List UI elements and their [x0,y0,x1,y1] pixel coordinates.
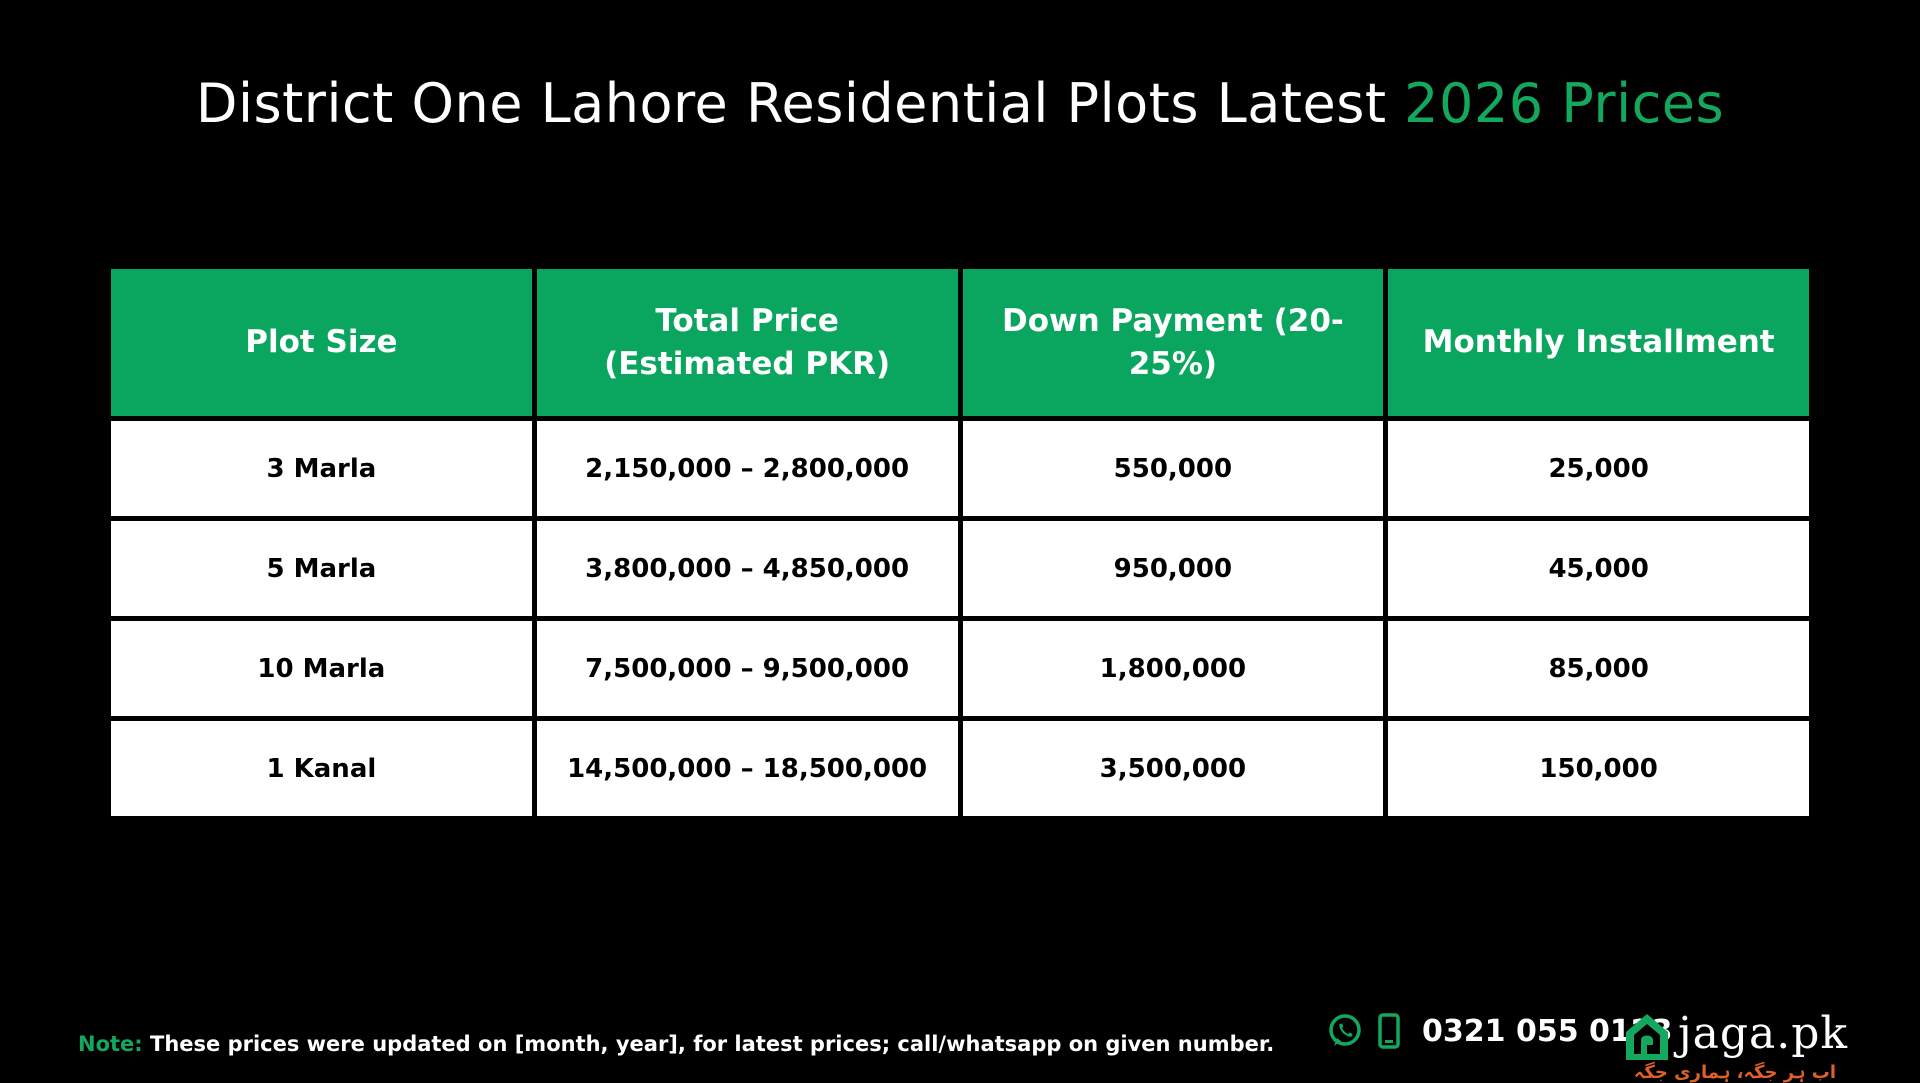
note-text: These prices were updated on [month, yea… [142,1032,1275,1056]
brand-tagline: اب ہر جگہ، ہماری جگہ [1633,1062,1836,1083]
price-table: Plot Size Total Price (Estimated PKR) Do… [106,264,1814,821]
page-title: District One Lahore Residential Plots La… [0,72,1920,135]
brand-name: jaga.pk [1678,1008,1849,1059]
brand-logo[interactable]: jaga.pk اب ہر جگہ، ہماری جگہ [1620,1004,1847,1083]
house-logo-icon [1626,1014,1668,1060]
table-header-row: Plot Size Total Price (Estimated PKR) Do… [111,269,1809,416]
page-title-highlight: 2026 Prices [1404,72,1725,135]
cell-monthly-installment: 25,000 [1388,421,1809,516]
mobile-phone-icon[interactable] [1370,1012,1408,1050]
cell-down-payment: 550,000 [962,421,1384,516]
cell-monthly-installment: 85,000 [1388,621,1809,716]
cell-plot-size: 1 Kanal [111,721,532,816]
cell-monthly-installment: 45,000 [1388,521,1809,616]
cell-plot-size: 10 Marla [111,621,532,716]
cell-total-price: 2,150,000 – 2,800,000 [536,421,958,516]
cell-total-price: 14,500,000 – 18,500,000 [536,721,958,816]
header-monthly-installment: Monthly Installment [1388,269,1809,416]
note-label: Note: [78,1032,143,1056]
whatsapp-icon[interactable] [1326,1012,1364,1050]
cell-down-payment: 950,000 [962,521,1384,616]
cell-down-payment: 1,800,000 [962,621,1384,716]
header-down-payment: Down Payment (20-25%) [962,269,1384,416]
cell-down-payment: 3,500,000 [962,721,1384,816]
header-total-price: Total Price (Estimated PKR) [536,269,958,416]
cell-total-price: 3,800,000 – 4,850,000 [536,521,958,616]
cell-plot-size: 3 Marla [111,421,532,516]
table-row: 5 Marla 3,800,000 – 4,850,000 950,000 45… [111,521,1809,616]
header-plot-size: Plot Size [111,269,532,416]
page-title-main: District One Lahore Residential Plots La… [195,72,1405,135]
table-row: 1 Kanal 14,500,000 – 18,500,000 3,500,00… [111,721,1809,816]
footer-note: Note: These prices were updated on [mont… [78,1032,1274,1056]
cell-plot-size: 5 Marla [111,521,532,616]
table-row: 3 Marla 2,150,000 – 2,800,000 550,000 25… [111,421,1809,516]
table-row: 10 Marla 7,500,000 – 9,500,000 1,800,000… [111,621,1809,716]
cell-total-price: 7,500,000 – 9,500,000 [536,621,958,716]
cell-monthly-installment: 150,000 [1388,721,1809,816]
